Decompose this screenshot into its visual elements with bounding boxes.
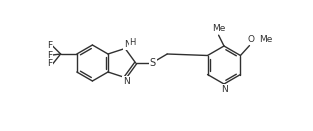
Text: Me: Me (212, 24, 225, 33)
Text: S: S (150, 58, 156, 68)
Text: F: F (47, 42, 52, 50)
Text: N: N (124, 40, 131, 49)
Text: H: H (130, 38, 136, 47)
Text: N: N (123, 77, 130, 86)
Text: N: N (221, 85, 227, 94)
Text: O: O (248, 35, 255, 44)
Text: Me: Me (259, 35, 273, 44)
Text: F: F (47, 50, 52, 59)
Text: F: F (47, 59, 52, 69)
